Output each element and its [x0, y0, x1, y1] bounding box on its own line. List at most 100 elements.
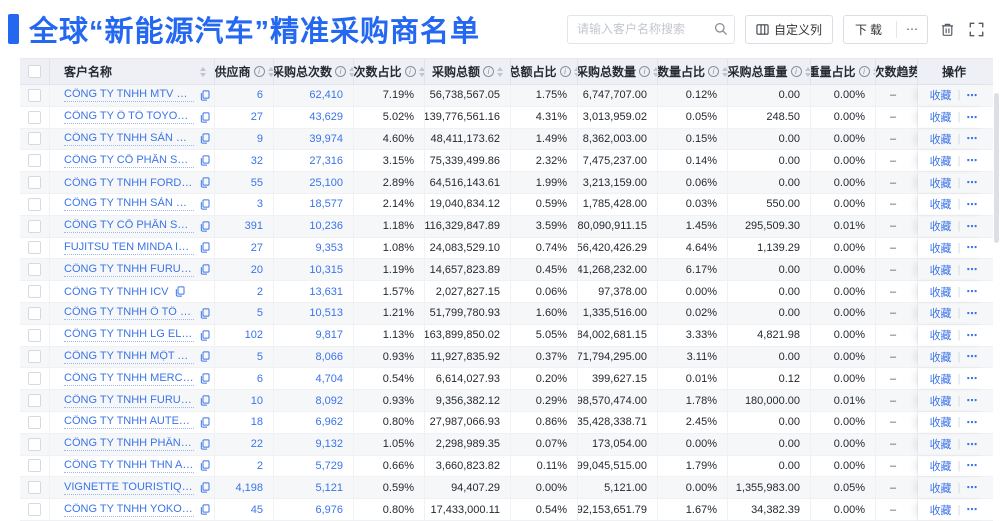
sort-icon[interactable] — [804, 66, 810, 77]
cell-suppliers[interactable]: 102 — [215, 324, 274, 346]
cell-purchase_count[interactable]: 8,066 — [274, 346, 354, 368]
row-checkbox[interactable] — [28, 132, 41, 146]
row-checkbox[interactable] — [28, 263, 41, 277]
fullscreen-button[interactable] — [967, 20, 986, 39]
cell-purchase_count[interactable]: 18,577 — [274, 193, 354, 215]
sort-icon[interactable] — [573, 66, 577, 77]
copy-icon[interactable] — [200, 308, 210, 319]
select-all-checkbox[interactable] — [28, 65, 41, 78]
info-icon[interactable]: i — [639, 66, 651, 77]
row-checkbox[interactable] — [28, 503, 41, 517]
customer-name-link[interactable]: CÔNG TY TNHH MTV SẢN XUẤ... — [64, 88, 194, 103]
favorite-link[interactable]: 收藏 — [929, 242, 952, 255]
copy-icon[interactable] — [200, 395, 210, 406]
col-header-purchase_count[interactable]: 采购总次数 i — [274, 59, 354, 84]
customer-name-link[interactable]: FUJITSU TEN MINDA INDIA PVT... — [64, 240, 194, 255]
cell-purchase_count[interactable]: 5,121 — [274, 477, 354, 499]
row-checkbox[interactable] — [28, 197, 41, 211]
row-checkbox[interactable] — [28, 306, 41, 320]
cell-suppliers[interactable]: 32 — [215, 150, 274, 172]
cell-suppliers[interactable]: 5 — [215, 302, 274, 324]
info-icon[interactable]: i — [483, 66, 494, 77]
customer-name-link[interactable]: CÔNG TY TNHH MỘT THÀNH V... — [64, 350, 194, 364]
cell-purchase_count[interactable]: 13,631 — [274, 281, 354, 302]
cell-suppliers[interactable]: 27 — [215, 106, 274, 128]
search-icon[interactable] — [714, 22, 728, 36]
col-header-customer[interactable]: 客户名称 — [50, 59, 215, 84]
customer-name-link[interactable]: CÔNG TY Ô TÔ TOYOTA VIỆT ... — [64, 110, 194, 125]
customer-name-link[interactable]: CÔNG TY TNHH MERCEDES–B... — [64, 371, 194, 386]
row-checkbox[interactable] — [28, 241, 41, 255]
customer-name-link[interactable]: VIGNETTE TOURISTIQUE G UNI... — [64, 480, 194, 495]
sort-icon[interactable] — [418, 66, 424, 77]
info-icon[interactable]: i — [335, 66, 347, 77]
cell-purchase_count[interactable]: 9,353 — [274, 237, 354, 259]
copy-icon[interactable] — [200, 417, 210, 428]
cell-purchase_count[interactable]: 39,974 — [274, 128, 354, 150]
cell-purchase_count[interactable]: 6,962 — [274, 411, 354, 433]
info-icon[interactable]: i — [858, 66, 870, 77]
row-more-button[interactable]: ⋯ — [966, 89, 979, 102]
customer-name-link[interactable]: CÔNG TY TNHH PHÂN PHỐI T... — [64, 437, 194, 452]
col-header-suppliers[interactable]: 供应商 i — [215, 59, 274, 84]
copy-icon[interactable] — [200, 460, 210, 472]
copy-icon[interactable] — [200, 221, 210, 232]
cell-suppliers[interactable]: 2 — [215, 281, 274, 302]
row-more-button[interactable]: ⋯ — [966, 351, 979, 364]
sort-icon[interactable] — [200, 66, 206, 77]
customer-name-link[interactable]: CÔNG TY TNHH AUTEL VIỆT N... — [64, 415, 194, 430]
row-more-button[interactable]: ⋯ — [966, 307, 979, 320]
copy-icon[interactable] — [200, 199, 210, 210]
cell-purchase_count[interactable]: 8,092 — [274, 390, 354, 411]
customer-name-link[interactable]: CÔNG TY TNHH THN AUTOPAR... — [64, 459, 194, 473]
row-checkbox[interactable] — [28, 328, 41, 342]
customer-name-link[interactable]: CÔNG TY TNHH ICV — [64, 285, 169, 298]
cell-purchase_count[interactable]: 5,729 — [274, 455, 354, 477]
cell-suppliers[interactable]: 45 — [215, 499, 274, 520]
row-checkbox[interactable] — [28, 88, 41, 102]
search-input[interactable] — [566, 14, 735, 44]
col-header-quantity[interactable]: 采购总数量 i — [578, 59, 658, 84]
row-more-button[interactable]: ⋯ — [966, 155, 979, 168]
row-more-button[interactable]: ⋯ — [966, 133, 979, 146]
cell-purchase_count[interactable]: 10,315 — [274, 259, 354, 281]
cell-purchase_count[interactable]: 4,704 — [274, 368, 354, 390]
cell-suppliers[interactable]: 22 — [215, 433, 274, 455]
copy-icon[interactable] — [200, 504, 210, 515]
customer-name-link[interactable]: CÔNG TY TNHH FURUKAWA A... — [64, 393, 194, 408]
copy-icon[interactable] — [200, 133, 210, 145]
sort-icon[interactable] — [653, 66, 657, 77]
customer-name-link[interactable]: CÔNG TY TNHH SẢN XUẤT VÀ ... — [64, 132, 194, 146]
copy-icon[interactable] — [200, 177, 210, 188]
row-checkbox[interactable] — [28, 110, 41, 124]
info-icon[interactable]: i — [253, 66, 265, 77]
row-more-button[interactable]: ⋯ — [966, 416, 979, 429]
cell-suppliers[interactable]: 27 — [215, 237, 274, 259]
row-checkbox[interactable] — [28, 372, 41, 386]
info-icon[interactable]: i — [404, 66, 416, 77]
customer-name-link[interactable]: CÔNG TY CỔ PHẦN SẢN XUẤT... — [64, 219, 194, 234]
cell-purchase_count[interactable]: 10,236 — [274, 215, 354, 237]
row-more-button[interactable]: ⋯ — [966, 329, 979, 342]
favorite-link[interactable]: 收藏 — [929, 286, 952, 299]
cell-suppliers[interactable]: 4,198 — [215, 477, 274, 499]
favorite-link[interactable]: 收藏 — [929, 221, 952, 234]
cell-suppliers[interactable]: 10 — [215, 390, 274, 411]
cell-purchase_count[interactable]: 43,629 — [274, 106, 354, 128]
col-header-weight_pct[interactable]: 重量占比 i — [811, 59, 876, 84]
custom-columns-button[interactable]: 自定义列 — [744, 14, 833, 44]
favorite-link[interactable]: 收藏 — [929, 482, 952, 495]
row-checkbox[interactable] — [28, 350, 41, 364]
row-more-button[interactable]: ⋯ — [966, 264, 979, 277]
col-header-quantity_pct[interactable]: 数量占比 i — [658, 59, 728, 84]
row-checkbox[interactable] — [28, 437, 41, 451]
copy-icon[interactable] — [200, 330, 210, 341]
cell-suppliers[interactable]: 6 — [215, 85, 274, 106]
row-more-button[interactable]: ⋯ — [966, 198, 979, 211]
customer-name-link[interactable]: CÔNG TY TNHH YOKOWO VIỆT... — [64, 502, 194, 517]
favorite-link[interactable]: 收藏 — [929, 460, 952, 473]
download-more-button[interactable]: ⋯ — [906, 22, 918, 36]
copy-icon[interactable] — [200, 482, 210, 493]
row-more-button[interactable]: ⋯ — [966, 395, 979, 408]
col-header-amount_pct[interactable]: 总额占比 i — [511, 59, 578, 84]
